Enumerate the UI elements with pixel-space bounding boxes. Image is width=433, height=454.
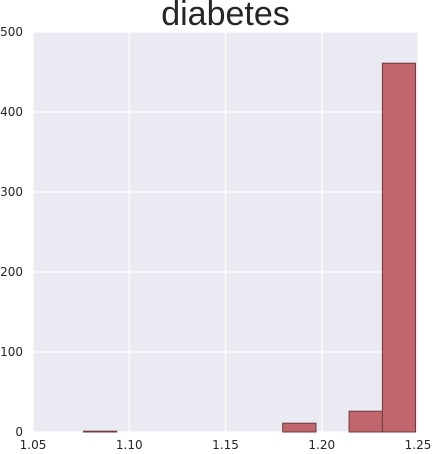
- y-tick-label: 0: [15, 425, 23, 439]
- x-tick-label: 1.25: [405, 438, 432, 452]
- y-tick-label: 200: [0, 265, 23, 279]
- histogram-bar: [282, 422, 317, 433]
- x-axis-ticks: 1.05 1.10 1.15 1.20 1.25: [20, 438, 432, 452]
- y-tick-label: 500: [0, 25, 23, 39]
- x-tick-label: 1.05: [20, 438, 47, 452]
- gridlines: [32, 31, 419, 433]
- y-tick-label: 100: [0, 345, 23, 359]
- histogram-bar: [82, 430, 118, 433]
- x-tick-label: 1.15: [212, 438, 239, 452]
- x-tick-label: 1.10: [116, 438, 143, 452]
- histogram-bars: [82, 62, 416, 433]
- histogram-bar: [348, 410, 383, 433]
- y-axis-ticks: 0 100 200 300 400 500: [0, 25, 23, 439]
- y-tick-label: 400: [0, 105, 23, 119]
- y-tick-label: 300: [0, 185, 23, 199]
- histogram-bar: [381, 62, 416, 433]
- x-tick-label: 1.20: [308, 438, 335, 452]
- chart-title: diabetes: [161, 0, 290, 33]
